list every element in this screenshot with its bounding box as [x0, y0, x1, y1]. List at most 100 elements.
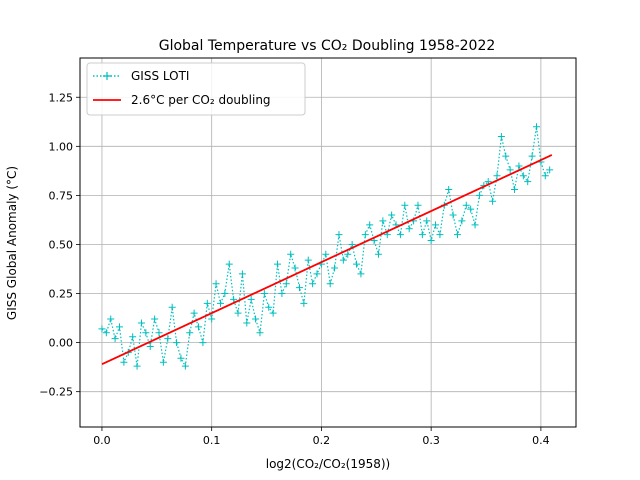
- legend-frame: [86, 62, 306, 116]
- giss-data-point: [524, 178, 532, 186]
- chart-title: Global Temperature vs CO₂ Doubling 1958-…: [159, 38, 496, 54]
- giss-data-point: [322, 250, 330, 258]
- series-fit-line: [101, 154, 553, 366]
- giss-data-point: [155, 329, 163, 337]
- giss-data-point: [344, 250, 352, 258]
- legend-marker-giss: [103, 72, 111, 80]
- giss-data-point: [120, 358, 128, 366]
- giss-data-point: [515, 162, 523, 170]
- giss-data-point: [506, 166, 514, 174]
- giss-data-point: [309, 280, 317, 288]
- giss-data-point: [247, 295, 255, 303]
- giss-data-point: [361, 231, 369, 239]
- x-axis-label: log2(CO₂/CO₂(1958)): [266, 457, 391, 471]
- giss-data-point: [238, 270, 246, 278]
- giss-data-point: [313, 270, 321, 278]
- giss-data-point: [129, 333, 137, 341]
- giss-data-point: [502, 152, 510, 160]
- y-tick-label: 0.25: [49, 288, 74, 301]
- giss-data-point: [432, 221, 440, 229]
- giss-data-point: [519, 172, 527, 180]
- y-tick-label: 1.00: [49, 140, 74, 153]
- giss-data-point: [282, 280, 290, 288]
- giss-data-point: [528, 152, 536, 160]
- giss-data-point: [190, 309, 198, 317]
- y-axis-label: GISS Global Anomaly (°C): [5, 166, 19, 320]
- giss-data-point: [164, 335, 172, 343]
- giss-data-point: [181, 362, 189, 370]
- giss-data-point: [511, 186, 519, 194]
- giss-data-point: [379, 217, 387, 225]
- giss-data-point: [532, 123, 540, 131]
- giss-data-point: [423, 217, 431, 225]
- giss-data-point: [230, 295, 238, 303]
- giss-data-point: [256, 329, 264, 337]
- giss-data-point: [467, 205, 475, 213]
- giss-data-point: [436, 231, 444, 239]
- giss-data-point: [493, 172, 501, 180]
- giss-data-point: [146, 343, 154, 351]
- giss-data-point: [107, 315, 115, 323]
- legend-label-giss: GISS LOTI: [131, 69, 189, 83]
- giss-data-point: [353, 260, 361, 268]
- giss-data-point: [449, 211, 457, 219]
- giss-data-point: [471, 221, 479, 229]
- giss-data-point: [405, 225, 413, 233]
- giss-data-point: [541, 172, 549, 180]
- axes-frame: [79, 57, 577, 428]
- giss-data-point: [177, 354, 185, 362]
- giss-data-point: [151, 315, 159, 323]
- giss-data-point: [265, 303, 273, 311]
- giss-data-point: [304, 256, 312, 264]
- y-tick-label: 0.50: [49, 238, 74, 251]
- giss-data-point: [497, 133, 505, 141]
- giss-data-point: [326, 280, 334, 288]
- legend-label-fit: 2.6°C per CO₂ doubling: [131, 93, 271, 107]
- giss-data-point: [159, 358, 167, 366]
- giss-data-point: [291, 264, 299, 272]
- y-tick-label: 0.75: [49, 189, 74, 202]
- giss-data-point: [274, 260, 282, 268]
- giss-data-point: [388, 211, 396, 219]
- giss-data-point: [133, 362, 141, 370]
- giss-data-point: [418, 231, 426, 239]
- giss-data-point: [348, 240, 356, 248]
- x-tick-label: 0.0: [93, 434, 111, 447]
- giss-data-point: [137, 319, 145, 327]
- giss-data-point: [252, 315, 260, 323]
- giss-data-point: [102, 329, 110, 337]
- giss-data-point: [445, 186, 453, 194]
- giss-data-point: [173, 339, 181, 347]
- y-tick-label: 0.00: [49, 337, 74, 350]
- giss-data-point: [225, 260, 233, 268]
- legend: GISS LOTI 2.6°C per CO₂ doubling: [86, 62, 306, 116]
- giss-data-point: [453, 231, 461, 239]
- giss-data-point: [427, 237, 435, 245]
- giss-data-point: [414, 201, 422, 209]
- giss-data-point: [335, 231, 343, 239]
- giss-data-point: [331, 264, 339, 272]
- giss-data-point: [396, 231, 404, 239]
- giss-data-point: [221, 290, 229, 298]
- y-tick-label: −0.25: [39, 386, 73, 399]
- giss-data-point: [243, 319, 251, 327]
- giss-data-point: [199, 339, 207, 347]
- giss-data-point: [366, 221, 374, 229]
- giss-data-point: [546, 166, 554, 174]
- giss-data-point: [260, 290, 268, 298]
- giss-data-point: [374, 250, 382, 258]
- giss-data-point: [300, 299, 308, 307]
- giss-data-point: [357, 270, 365, 278]
- x-tick-label: 0.2: [313, 434, 331, 447]
- giss-data-point: [186, 329, 194, 337]
- giss-data-point: [339, 256, 347, 264]
- giss-data-point: [489, 197, 497, 205]
- giss-data-point: [208, 315, 216, 323]
- ticks: 0.0 0.1 0.2 0.3 0.4 −0.25 0.00 0.25 0.50 0.75 1.00…: [39, 91, 549, 447]
- giss-data-point: [401, 201, 409, 209]
- giss-data-point: [168, 303, 176, 311]
- giss-data-point: [278, 290, 286, 298]
- x-tick-label: 0.4: [532, 434, 550, 447]
- giss-data-point: [234, 309, 242, 317]
